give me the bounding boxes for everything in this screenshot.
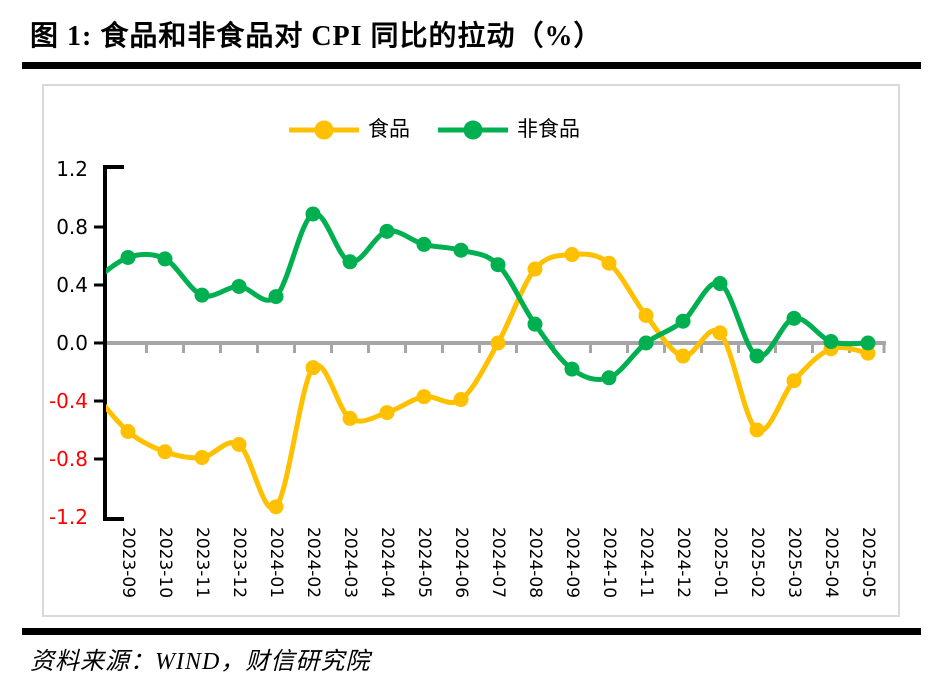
bottom-divider-rule	[22, 628, 921, 635]
x-axis-label: 2023-12	[229, 527, 249, 599]
y-axis-label: 1.2	[56, 157, 88, 181]
y-axis-label: 0.0	[56, 331, 88, 355]
x-axis-label: 2025-03	[784, 527, 804, 599]
data-point-nonfood-2025-05	[860, 335, 876, 351]
data-point-nonfood-2024-02	[305, 206, 321, 222]
x-axis-label: 2024-08	[525, 527, 545, 599]
title-divider-rule	[22, 62, 921, 69]
y-axis-label: 0.8	[56, 215, 88, 239]
data-point-food-2024-10	[601, 255, 617, 271]
x-axis-label: 2024-01	[266, 527, 286, 599]
y-axis-label: -0.4	[48, 389, 88, 413]
y-axis-label: -0.8	[48, 447, 88, 471]
data-point-food-2024-03	[342, 410, 358, 426]
data-point-food-2024-07	[490, 335, 506, 351]
data-point-food-2024-02	[305, 360, 321, 376]
data-point-food-2024-04	[379, 405, 395, 421]
x-axis-label: 2023-09	[118, 527, 138, 599]
x-axis-label: 2023-11	[192, 527, 212, 599]
x-axis-label: 2025-02	[747, 527, 767, 599]
data-point-nonfood-2024-01	[268, 289, 284, 305]
x-axis-label: 2024-06	[451, 527, 471, 599]
data-point-nonfood-2024-12	[675, 313, 691, 329]
x-axis-label: 2025-04	[821, 527, 841, 599]
nonfood-series-swatch-icon	[438, 120, 508, 139]
data-point-nonfood-2024-10	[601, 370, 617, 386]
data-point-food-2024-06	[453, 392, 469, 408]
data-point-food-2024-11	[638, 307, 654, 323]
data-point-food-2024-01	[268, 499, 284, 515]
legend-label-nonfood: 非食品	[517, 118, 580, 141]
legend-item-nonfood: 非食品	[436, 119, 580, 141]
data-point-food-2025-03	[786, 373, 802, 389]
x-axis-label: 2024-03	[340, 527, 360, 599]
x-axis-label: 2024-12	[673, 527, 693, 599]
x-axis-label: 2024-10	[599, 527, 619, 599]
data-point-food-2025-02	[749, 422, 765, 438]
data-point-nonfood-2023-11	[194, 287, 210, 303]
x-axis-label: 2025-01	[710, 527, 730, 599]
data-point-nonfood-2025-04	[823, 334, 839, 350]
data-point-nonfood-2025-02	[749, 348, 765, 364]
data-point-nonfood-2023-12	[231, 278, 247, 294]
data-point-nonfood-2024-04	[379, 223, 395, 239]
data-point-food-2025-01	[712, 325, 728, 341]
legend-label-food: 食品	[368, 118, 410, 141]
food-series-swatch-icon	[289, 120, 359, 139]
data-point-nonfood-2024-03	[342, 254, 358, 270]
data-point-food-2024-08	[527, 261, 543, 277]
data-point-food-2024-05	[416, 389, 432, 405]
x-axis-label: 2023-10	[155, 527, 175, 599]
x-axis-label: 2024-09	[562, 527, 582, 599]
data-point-nonfood-2025-01	[712, 276, 728, 292]
x-axis-label: 2024-11	[636, 527, 656, 599]
x-axis-label: 2024-07	[488, 527, 508, 599]
x-axis-label: 2024-05	[414, 527, 434, 599]
data-point-food-2024-12	[675, 348, 691, 364]
data-point-food-2024-09	[564, 247, 580, 263]
data-point-nonfood-2024-06	[453, 242, 469, 258]
data-point-nonfood-2024-08	[527, 316, 543, 332]
y-axis-label: -1.2	[48, 505, 88, 529]
data-point-nonfood-2024-05	[416, 236, 432, 252]
data-point-nonfood-2023-09	[120, 249, 136, 265]
data-point-food-2023-10	[157, 444, 173, 460]
data-point-nonfood-2024-07	[490, 257, 506, 273]
legend-item-food: 食品	[287, 119, 410, 141]
data-point-nonfood-2024-09	[564, 361, 580, 377]
data-point-food-2023-11	[194, 450, 210, 466]
x-axis-label: 2024-02	[303, 527, 323, 599]
source-note: 资料来源：WIND，财信研究院	[30, 649, 371, 675]
data-point-food-2023-09	[120, 423, 136, 439]
data-point-nonfood-2024-11	[638, 335, 654, 351]
data-point-nonfood-2025-03	[786, 310, 802, 326]
data-point-food-2023-12	[231, 437, 247, 452]
y-axis-label: 0.4	[56, 273, 88, 297]
x-axis-label: 2025-05	[858, 527, 878, 599]
x-axis-label: 2024-04	[377, 527, 397, 599]
figure-title: 图 1: 食品和非食品对 CPI 同比的拉动（%）	[30, 21, 603, 52]
legend: 食品 非食品	[287, 119, 580, 141]
data-point-nonfood-2023-10	[157, 251, 173, 267]
series-line-nonfood	[106, 211, 869, 383]
